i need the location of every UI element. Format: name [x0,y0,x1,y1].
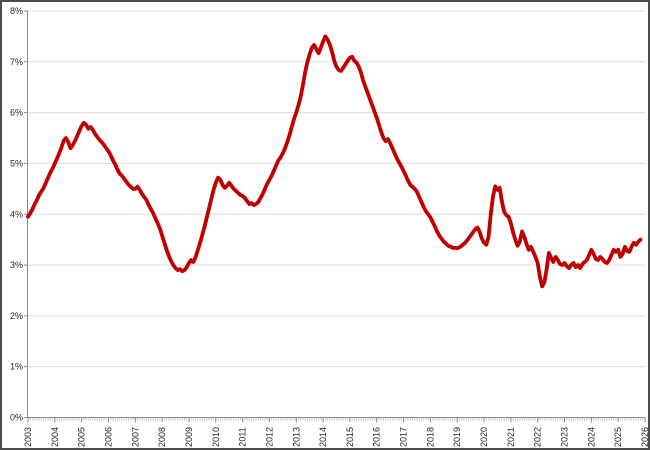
x-axis-label: 2017 [399,427,409,447]
x-axis-label: 2016 [372,427,382,447]
x-axis-label: 2015 [345,427,355,447]
y-axis-label: 5% [10,158,23,168]
y-axis-label: 3% [10,260,23,270]
x-axis-label: 2009 [184,427,194,447]
y-axis-label: 2% [10,311,23,321]
x-axis-label: 2021 [506,427,516,447]
x-axis-label: 2011 [238,427,248,446]
x-axis-label: 2022 [533,427,543,447]
x-axis-label: 2010 [211,427,221,447]
y-axis-label: 8% [10,6,23,16]
y-axis-label: 1% [10,362,23,372]
x-axis-label: 2013 [291,427,301,447]
x-axis-label: 2024 [586,427,596,447]
data-series-line [26,34,643,289]
y-axis-label: 4% [10,209,23,219]
x-axis-label: 2025 [613,427,623,447]
x-axis-label: 2023 [560,427,570,447]
y-axis-label: 6% [10,108,23,118]
x-axis-label: 2020 [479,427,489,447]
x-axis-label: 2004 [50,427,60,447]
y-axis-label: 0% [10,413,23,423]
x-axis-label: 2006 [103,427,113,447]
x-axis-label: 2008 [157,427,167,447]
x-axis-label: 2012 [264,427,274,447]
y-axis-label: 7% [10,57,23,67]
x-axis-label: 2026 [640,427,648,447]
x-axis-label: 2019 [452,427,462,447]
x-axis-label: 2007 [130,427,140,447]
x-axis-label: 2014 [318,427,328,447]
x-axis-label: 2005 [77,427,87,447]
x-axis-label: 2018 [425,427,435,447]
x-axis-label: 2003 [23,427,33,447]
